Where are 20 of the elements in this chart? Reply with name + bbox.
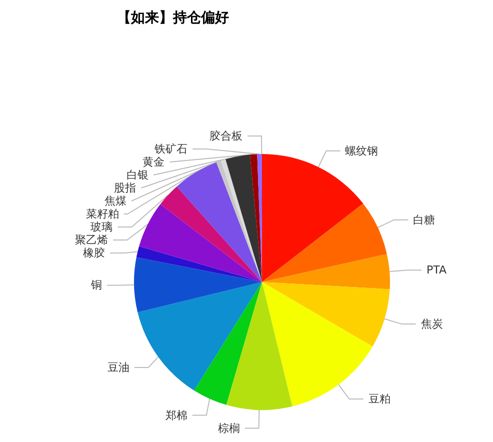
slice-label: 郑棉 [165,408,188,422]
slice-label: 棕榈 [218,422,240,435]
slice-label: 焦煤 [104,194,126,208]
slice-label: 铁矿石 [154,142,188,156]
slice-label: 焦炭 [420,318,443,331]
slice-label: 黄金 [142,156,165,168]
slice-label: 铜 [90,278,102,292]
slice-label: 菜籽粕 [86,208,119,220]
slice-label: 豆粕 [368,392,390,406]
slice-label: 白糖 [413,213,436,226]
slice-label: 聚乙烯 [75,234,108,246]
slice-label: 白银 [126,168,149,182]
slice-label: 胶合板 [210,130,243,142]
slice-label: 玻璃 [90,220,113,234]
slice-label: 股指 [114,182,136,194]
slice-label: 豆油 [107,360,130,374]
slice-label: 螺纹钢 [345,144,378,158]
slice-label: PTA [426,264,448,277]
slice-label: 橡胶 [82,246,105,260]
chart-title: 【如来】持仓偏好 [117,10,229,26]
